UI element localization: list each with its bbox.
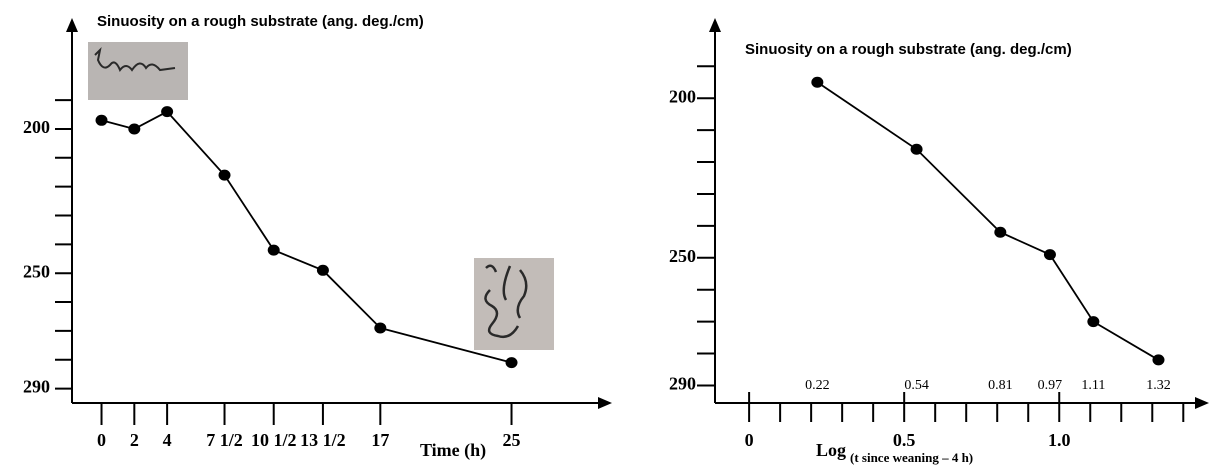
x-tick-label: 0	[97, 430, 106, 450]
point-label: 0.22	[805, 378, 830, 393]
data-point	[316, 264, 329, 276]
y-axis-arrow	[709, 18, 721, 32]
x-tick-label: 2	[130, 430, 139, 450]
data-point	[267, 244, 280, 256]
data-point	[994, 226, 1007, 238]
data-point	[161, 106, 174, 118]
x-axis-arrow	[1195, 397, 1209, 409]
y-tick-label: 290	[23, 377, 50, 397]
y-tick-label: 250	[669, 246, 696, 266]
point-label: 1.32	[1146, 378, 1171, 393]
y-axis-arrow	[66, 18, 78, 32]
data-point	[1087, 316, 1100, 328]
photo-inset	[88, 42, 188, 100]
x-tick-label: 7 1/2	[206, 430, 243, 450]
data-line	[816, 81, 1159, 361]
x-axis-label: Log	[816, 440, 846, 460]
data-point	[374, 322, 387, 334]
data-point	[128, 123, 141, 135]
x-tick-label: 1.0	[1048, 430, 1071, 450]
x-tick-label: 10 1/2	[251, 430, 297, 450]
point-label: 0.97	[1038, 378, 1063, 393]
point-label: 1.11	[1081, 378, 1105, 393]
data-point	[95, 114, 108, 126]
x-tick-label: 17	[371, 430, 389, 450]
y-tick-label: 250	[23, 261, 50, 281]
y-tick-label: 200	[669, 86, 696, 106]
x-tick-label: 4	[163, 430, 172, 450]
x-tick-label: 0	[745, 430, 754, 450]
x-tick-label: 0.5	[893, 430, 916, 450]
x-tick-label: 25	[503, 430, 521, 450]
data-point	[811, 76, 824, 88]
point-label: 0.81	[988, 378, 1013, 393]
x-axis-arrow	[598, 397, 612, 409]
y-tick-label: 290	[669, 374, 696, 394]
data-point	[1043, 249, 1056, 261]
data-point	[505, 357, 518, 369]
x-axis-label: Time (h)	[420, 440, 486, 461]
data-point	[1152, 354, 1165, 366]
data-line	[101, 110, 512, 364]
y-tick-label: 200	[23, 117, 50, 137]
chart-title: Sinuosity on a rough substrate (ang. deg…	[97, 13, 424, 30]
data-point	[218, 169, 231, 181]
chart-title: Sinuosity on a rough substrate (ang. deg…	[745, 41, 1072, 58]
photo-inset	[474, 258, 554, 350]
x-axis-label-subscript: (t since weaning – 4 h)	[850, 450, 973, 465]
x-tick-label: 13 1/2	[300, 430, 346, 450]
point-label: 0.54	[904, 378, 929, 393]
data-point	[910, 143, 923, 155]
